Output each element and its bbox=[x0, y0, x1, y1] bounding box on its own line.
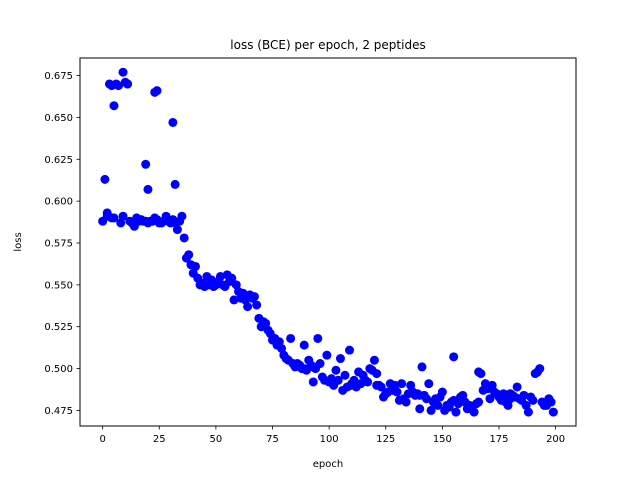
x-tick-label: 25 bbox=[153, 434, 166, 445]
data-point bbox=[415, 404, 425, 414]
data-point bbox=[437, 387, 447, 397]
data-point bbox=[424, 379, 434, 389]
data-point bbox=[474, 367, 484, 377]
data-point bbox=[512, 382, 522, 392]
data-point bbox=[347, 380, 357, 390]
data-points bbox=[98, 67, 558, 417]
data-point bbox=[184, 250, 194, 260]
data-point bbox=[340, 370, 350, 380]
data-point bbox=[118, 67, 128, 77]
data-point bbox=[331, 365, 341, 375]
data-point bbox=[505, 389, 515, 399]
data-point bbox=[141, 159, 151, 169]
data-point bbox=[118, 211, 128, 221]
data-point bbox=[363, 377, 373, 387]
data-point bbox=[170, 179, 180, 189]
y-tick-label: 0.550 bbox=[44, 280, 73, 291]
data-point bbox=[449, 352, 459, 362]
data-point bbox=[345, 345, 355, 355]
data-point bbox=[215, 271, 225, 281]
data-point bbox=[523, 407, 533, 417]
data-point bbox=[109, 213, 119, 223]
data-point bbox=[168, 117, 178, 127]
y-tick-label: 0.675 bbox=[44, 71, 73, 82]
data-point bbox=[179, 233, 189, 243]
data-point bbox=[143, 218, 153, 228]
data-point bbox=[519, 390, 529, 400]
data-point bbox=[474, 397, 484, 407]
x-tick-label: 75 bbox=[266, 434, 279, 445]
data-point bbox=[369, 355, 379, 365]
data-point bbox=[372, 369, 382, 379]
data-point bbox=[286, 333, 296, 343]
x-tick-label: 175 bbox=[489, 434, 508, 445]
y-axis-label: loss bbox=[13, 232, 24, 251]
x-tick-label: 125 bbox=[376, 434, 395, 445]
x-tick-label: 0 bbox=[99, 434, 105, 445]
plot-frame bbox=[79, 57, 577, 427]
data-point bbox=[548, 407, 558, 417]
y-tick-label: 0.575 bbox=[44, 239, 73, 250]
data-point bbox=[191, 261, 201, 271]
data-point bbox=[313, 333, 323, 343]
data-point bbox=[299, 340, 309, 350]
y-tick-label: 0.475 bbox=[44, 406, 73, 417]
x-axis-ticks: 0 25 50 75 100 125 150 175 200 bbox=[99, 426, 565, 445]
x-tick-label: 100 bbox=[320, 434, 339, 445]
data-point bbox=[114, 81, 123, 91]
data-point bbox=[469, 407, 479, 417]
data-point bbox=[535, 364, 545, 374]
data-point bbox=[308, 377, 318, 387]
data-point bbox=[433, 400, 443, 410]
data-point bbox=[528, 395, 538, 405]
data-point bbox=[102, 211, 112, 221]
y-tick-label: 0.525 bbox=[44, 322, 73, 333]
data-point bbox=[107, 81, 117, 91]
data-point bbox=[227, 273, 237, 283]
data-point bbox=[229, 295, 239, 305]
x-tick-label: 50 bbox=[210, 434, 223, 445]
y-axis-ticks: 0.475 0.500 0.525 0.550 0.575 0.600 0.625 0.650… bbox=[44, 71, 80, 417]
data-point bbox=[315, 359, 325, 369]
x-tick-label: 150 bbox=[433, 434, 452, 445]
data-point bbox=[100, 174, 110, 184]
data-point bbox=[417, 362, 427, 372]
data-point bbox=[376, 382, 386, 392]
data-point bbox=[243, 302, 253, 312]
data-point bbox=[542, 400, 552, 410]
data-point bbox=[401, 397, 411, 407]
data-point bbox=[152, 215, 162, 225]
data-point bbox=[177, 211, 187, 221]
data-point bbox=[451, 407, 461, 417]
y-tick-label: 0.625 bbox=[44, 155, 73, 166]
x-axis-label: epoch bbox=[313, 459, 343, 470]
y-tick-label: 0.650 bbox=[44, 113, 73, 124]
data-point bbox=[249, 292, 259, 302]
data-point bbox=[392, 387, 402, 397]
data-point bbox=[170, 218, 180, 228]
chart-title: loss (BCE) per epoch, 2 peptides bbox=[230, 38, 425, 52]
data-point bbox=[422, 394, 432, 404]
data-point bbox=[252, 300, 262, 310]
data-point bbox=[152, 86, 162, 96]
y-tick-label: 0.600 bbox=[44, 197, 73, 208]
data-point bbox=[499, 389, 509, 399]
data-point bbox=[143, 184, 153, 194]
data-point bbox=[322, 350, 332, 360]
data-point bbox=[426, 405, 436, 415]
data-point bbox=[485, 394, 495, 404]
y-tick-label: 0.500 bbox=[44, 364, 73, 375]
data-point bbox=[123, 79, 133, 89]
data-point bbox=[333, 375, 343, 385]
x-tick-label: 200 bbox=[546, 434, 565, 445]
data-point bbox=[397, 379, 407, 389]
data-point bbox=[335, 354, 345, 364]
data-point bbox=[109, 101, 119, 111]
